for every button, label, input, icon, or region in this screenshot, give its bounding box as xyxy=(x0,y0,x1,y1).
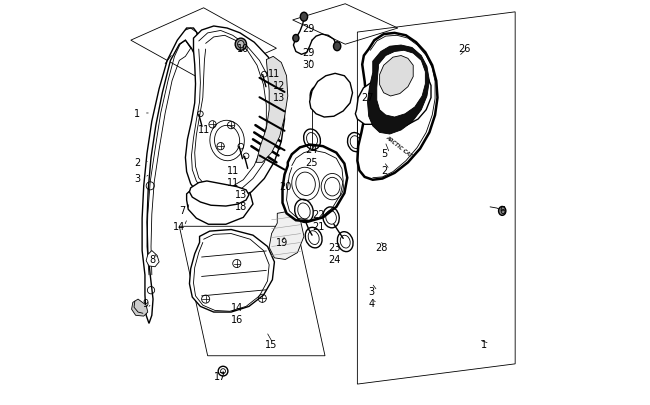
Text: 5: 5 xyxy=(382,149,388,159)
Text: 17: 17 xyxy=(214,371,226,381)
Polygon shape xyxy=(131,299,148,316)
Text: 6: 6 xyxy=(499,206,505,215)
Text: 24: 24 xyxy=(328,254,341,264)
Text: 23: 23 xyxy=(328,242,341,252)
Polygon shape xyxy=(187,183,253,225)
Text: 14: 14 xyxy=(174,222,185,232)
Polygon shape xyxy=(185,27,285,202)
Polygon shape xyxy=(309,74,352,118)
Polygon shape xyxy=(358,34,437,180)
Text: 27: 27 xyxy=(361,93,374,102)
Text: 29: 29 xyxy=(303,24,315,34)
Text: 18: 18 xyxy=(235,202,248,211)
Ellipse shape xyxy=(333,43,341,51)
Polygon shape xyxy=(142,29,200,324)
Text: 1: 1 xyxy=(481,339,487,349)
Text: 13: 13 xyxy=(273,93,285,102)
Polygon shape xyxy=(283,145,347,222)
Text: 11: 11 xyxy=(227,177,239,187)
Ellipse shape xyxy=(300,13,307,22)
Polygon shape xyxy=(367,46,430,135)
Text: 22: 22 xyxy=(312,210,324,220)
Text: 14: 14 xyxy=(231,303,243,312)
Text: 1: 1 xyxy=(134,109,140,119)
Text: 8: 8 xyxy=(149,254,155,264)
Text: 16: 16 xyxy=(231,315,243,324)
Text: 3: 3 xyxy=(134,173,140,183)
Polygon shape xyxy=(269,211,304,260)
Text: 4: 4 xyxy=(369,298,375,308)
Polygon shape xyxy=(146,251,159,267)
Polygon shape xyxy=(356,81,398,125)
Text: ARCTIC CAT: ARCTIC CAT xyxy=(385,134,413,158)
Text: 30: 30 xyxy=(303,60,315,70)
Text: 7: 7 xyxy=(179,206,186,215)
Polygon shape xyxy=(380,68,431,127)
Text: 2: 2 xyxy=(134,157,140,167)
Text: 21: 21 xyxy=(312,222,324,232)
Text: 26: 26 xyxy=(458,44,471,54)
Polygon shape xyxy=(380,56,413,97)
Polygon shape xyxy=(189,181,249,207)
Polygon shape xyxy=(377,51,425,118)
Text: 9: 9 xyxy=(142,298,148,308)
Text: 28: 28 xyxy=(376,242,388,252)
Text: 24: 24 xyxy=(306,145,318,155)
Text: 11: 11 xyxy=(227,165,239,175)
Ellipse shape xyxy=(499,207,506,216)
Ellipse shape xyxy=(238,41,244,49)
Ellipse shape xyxy=(293,35,299,43)
Text: 11: 11 xyxy=(198,125,210,135)
Text: 2: 2 xyxy=(382,165,388,175)
Text: 19: 19 xyxy=(276,238,288,248)
Text: 29: 29 xyxy=(303,48,315,58)
Text: 10: 10 xyxy=(237,44,249,54)
Text: 3: 3 xyxy=(369,286,375,296)
Text: 20: 20 xyxy=(280,181,292,191)
Text: 25: 25 xyxy=(306,157,318,167)
Text: 13: 13 xyxy=(235,190,248,199)
Text: 12: 12 xyxy=(273,81,285,90)
Polygon shape xyxy=(189,230,274,312)
Ellipse shape xyxy=(235,39,246,51)
Text: 11: 11 xyxy=(268,68,281,78)
Text: 15: 15 xyxy=(265,339,278,349)
Polygon shape xyxy=(256,57,288,163)
